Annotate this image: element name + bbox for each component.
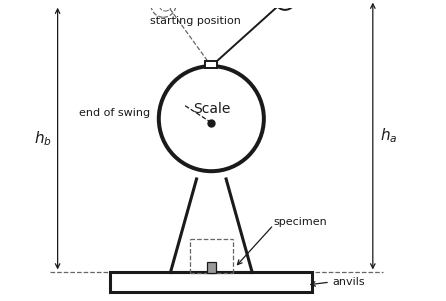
Text: Scale: Scale [193,102,230,116]
Text: starting position: starting position [150,16,241,26]
Text: anvils: anvils [332,277,364,287]
Circle shape [277,0,289,5]
Text: specimen: specimen [273,217,327,227]
Text: $h_a$: $h_a$ [380,127,397,145]
Bar [207,262,215,273]
Text: $h_b$: $h_b$ [34,129,52,148]
Bar [206,61,217,68]
Bar [110,272,313,292]
Text: end of swing: end of swing [79,108,150,118]
Polygon shape [170,179,252,272]
Circle shape [275,0,295,10]
Circle shape [159,66,264,171]
